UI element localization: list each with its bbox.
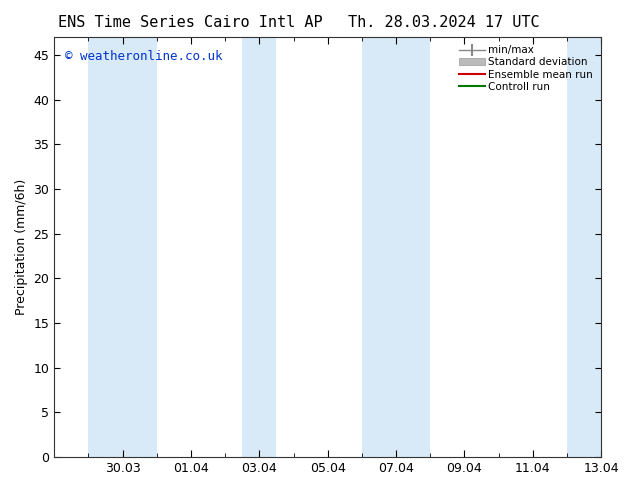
Bar: [567, 37, 601, 457]
Bar: [242, 37, 276, 457]
Legend: min/max, Standard deviation, Ensemble mean run, Controll run: min/max, Standard deviation, Ensemble me…: [456, 42, 596, 95]
Y-axis label: Precipitation (mm/6h): Precipitation (mm/6h): [15, 179, 28, 315]
Text: ENS Time Series Cairo Intl AP: ENS Time Series Cairo Intl AP: [58, 15, 323, 30]
Text: © weatheronline.co.uk: © weatheronline.co.uk: [65, 49, 223, 63]
Bar: [89, 37, 157, 457]
Bar: [362, 37, 430, 457]
Text: Th. 28.03.2024 17 UTC: Th. 28.03.2024 17 UTC: [348, 15, 540, 30]
